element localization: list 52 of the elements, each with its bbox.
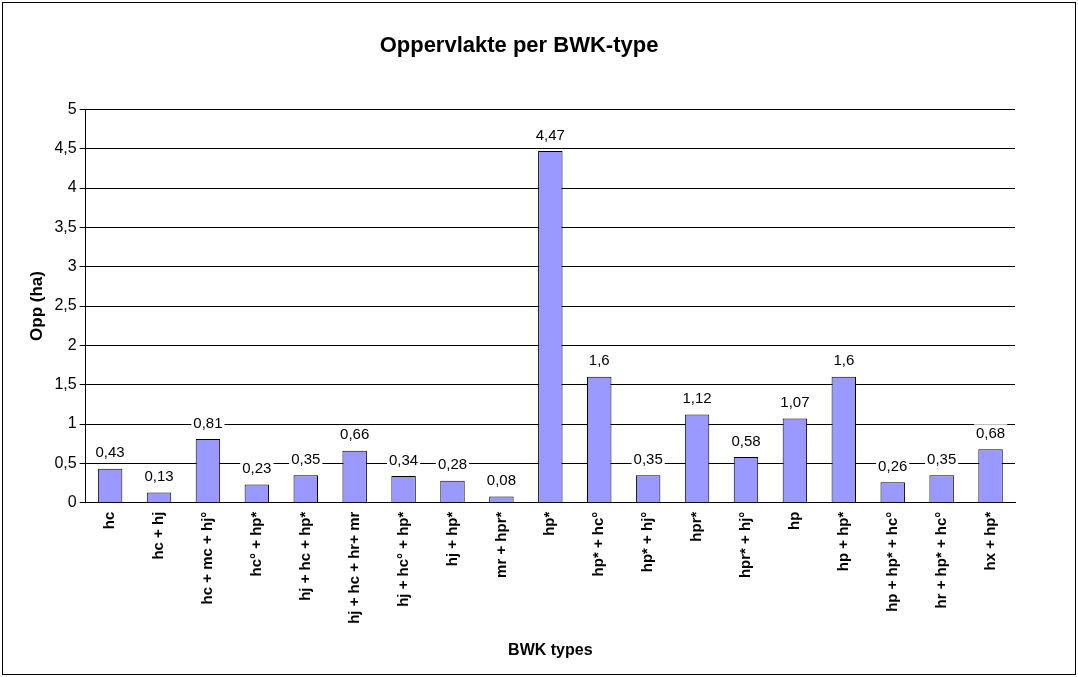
x-tick-label: hj + hc + hp* [295,511,313,601]
data-label: 0,68 [975,423,1006,441]
data-label: 0,58 [731,431,761,449]
x-tick-label: hp* + hc° [589,511,607,577]
x-tick-label: hc + hj [149,511,167,560]
x-tick-label: hp + hp* [833,511,851,572]
y-tick-label: 1 [67,414,77,432]
data-label: 1,6 [588,351,610,369]
y-tick-label: 3 [67,257,77,275]
x-tick-label: hpr* [687,511,705,542]
x-tick-label: hj + hp* [442,511,460,567]
y-tick-label: 1,5 [54,375,77,393]
y-tick-label: 0,5 [54,453,77,471]
chart-title: Oppervlakte per BWK-type [379,32,659,58]
x-tick-label: hj + hc° + hp* [393,511,411,607]
data-label: 0,26 [878,456,908,474]
data-label: 0,28 [437,455,468,473]
x-tick-label: hc [100,511,118,530]
data-label: 0,23 [242,459,272,477]
x-axis-title: BWK types [508,640,593,658]
data-label: 1,6 [833,351,855,369]
x-tick-label: hc + mc + hj° [198,511,216,605]
y-tick-label: 2,5 [54,296,77,314]
data-label: 0,13 [144,467,174,485]
data-label: 0,35 [927,449,957,467]
x-tick-label: hx + hp* [980,511,998,571]
data-label: 4,47 [535,125,565,143]
x-tick-label: hp [785,511,803,530]
y-tick-label: 0 [67,493,77,511]
y-tick-label: 3,5 [54,217,77,235]
x-tick-label: hj + hc + hr+ mr [344,511,362,624]
y-tick-label: 4,5 [54,139,77,157]
data-label: 0,43 [95,443,125,461]
data-label: 0,34 [388,450,419,468]
x-tick-label: hp* [540,511,558,536]
x-tick-label: hr + hp* + hc° [931,511,949,609]
y-tick-label: 5 [67,99,77,117]
data-label: 1,07 [780,393,810,411]
x-tick-label: hc° + hp* [246,511,264,577]
y-tick-label: 2 [67,335,77,353]
data-label: 0,35 [633,449,663,467]
x-tick-label: hp + hp* + hc° [882,511,900,612]
x-tick-label: hpr* + hj° [736,511,754,579]
y-tick-label: 4 [67,178,77,196]
data-label: 0,81 [193,413,223,431]
data-label: 0,08 [486,471,517,489]
x-tick-label: mr + hpr* [491,511,509,578]
data-label: 0,35 [291,449,321,467]
y-axis-title: Opp (ha) [26,271,46,341]
x-tick-label: hp* + hj° [638,511,656,573]
data-label: 0,66 [340,425,370,443]
data-label: 1,12 [682,389,712,407]
